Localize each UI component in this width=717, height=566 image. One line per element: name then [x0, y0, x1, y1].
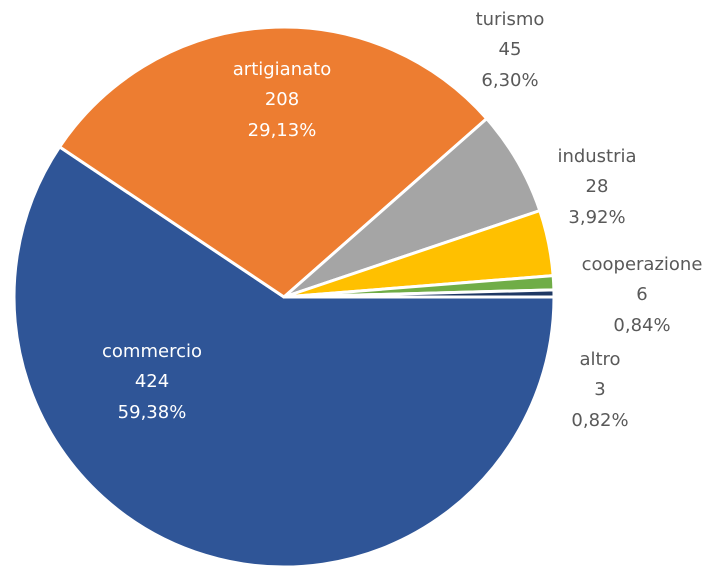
pie-slice [282, 288, 556, 299]
slice-percent-label: 3,92% [568, 207, 625, 228]
slice-percent-label: 29,13% [248, 120, 317, 141]
pie-slice [12, 145, 556, 566]
slice-percent-label: 6,30% [481, 70, 538, 91]
slice-value-label: 28 [586, 176, 609, 197]
slice-value-label: 424 [135, 371, 169, 392]
pie-slice [58, 25, 489, 299]
slice-category-label: altro [579, 349, 620, 370]
slice-category-label: turismo [476, 9, 545, 30]
slice-value-label: 6 [636, 284, 647, 305]
slice-category-label: industria [557, 146, 636, 167]
slice-percent-label: 59,38% [118, 402, 187, 423]
slice-percent-label: 0,82% [571, 410, 628, 431]
slice-value-label: 3 [594, 379, 605, 400]
slice-percent-label: 0,84% [613, 315, 670, 336]
slice-value-label: 45 [499, 39, 522, 60]
slice-category-label: commercio [102, 341, 202, 362]
slice-value-label: 208 [265, 89, 299, 110]
slice-category-label: cooperazione [582, 254, 703, 275]
slice-category-label: artigianato [233, 59, 331, 80]
